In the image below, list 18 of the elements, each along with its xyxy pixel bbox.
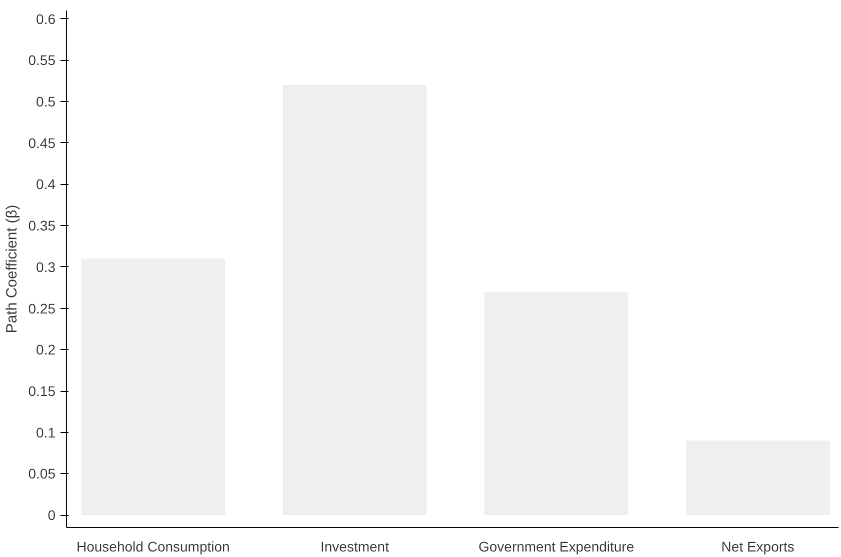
y-tick-label: 0.2 — [36, 342, 56, 358]
y-tick-label: 0.5 — [36, 93, 56, 110]
y-tick-label: 0.35 — [28, 218, 56, 234]
x-tick-label: Investment — [320, 538, 390, 554]
y-tick-label: 0.6 — [36, 10, 56, 27]
y-tick-label: 0.45 — [28, 134, 56, 151]
y-tick-label: 0.05 — [28, 466, 56, 482]
y-axis-title: Path Coefficient (β) — [3, 204, 20, 334]
y-tick-label: 0.15 — [28, 383, 56, 400]
y-tick-label: 0.1 — [36, 424, 56, 440]
x-tick-label: Household Consumption — [76, 538, 230, 554]
x-tick-label: Net Exports — [721, 538, 794, 554]
y-tick-label: 0.25 — [28, 300, 56, 316]
y-tick-label: 0.4 — [36, 176, 56, 192]
x-tick-label: Government Expenditure — [478, 538, 634, 554]
y-tick-label: 0 — [48, 507, 56, 524]
y-tick-label: 0.3 — [36, 258, 56, 275]
y-tick-label: 0.55 — [28, 52, 56, 68]
